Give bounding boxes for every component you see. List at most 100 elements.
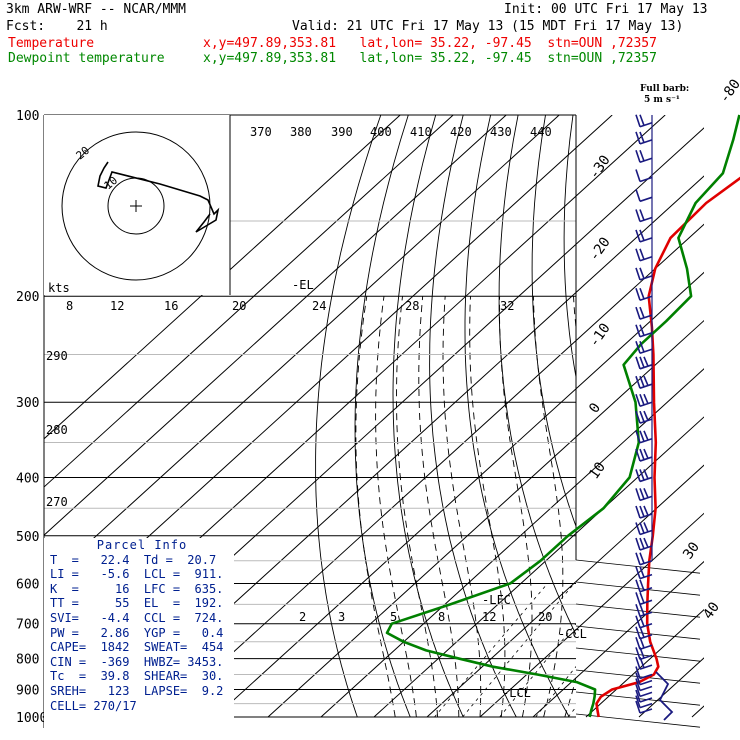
isotherm-label: -80 [716,76,740,106]
parcel-info-row: SREH= 123 LAPSE= 9.2 [50,683,224,698]
wind-barb-flag [635,341,641,354]
wind-barb-flag [639,340,645,353]
wind-barb-flag [639,131,645,143]
wind-barb-flag [635,169,641,182]
pressure-label: 1000 [16,711,47,726]
background-grid [43,114,740,728]
wind-barb-flag [635,552,641,565]
hodograph-speed-tick: 28 [405,299,419,313]
wind-barb [635,324,653,338]
parcel-info-row: CELL= 270/17 [50,698,137,713]
wind-barb-staff [639,702,653,709]
wind-barb-staff [639,708,653,714]
moist-adiabat [532,296,564,718]
isotherm [44,115,454,488]
moist-adiabat [607,296,688,717]
dry-adiabat [683,115,740,717]
wind-barb-staff [639,456,653,462]
wind-barb-flag [635,448,641,462]
wind-barb-flag [635,700,641,714]
isotherm-label: 40 [700,599,723,622]
isotherm [320,368,704,718]
wind-barb-staff [639,275,653,281]
wind-barb-flag [639,287,645,300]
wind-barb-flag [639,114,645,126]
parcel-info-title: Parcel Info [96,538,188,552]
pressure-label: 300 [16,396,39,411]
full-barb-label: Full barb: [640,84,690,94]
moist-adiabat [564,296,576,718]
wind-barb [635,393,653,407]
dry-adiabat [354,115,411,718]
parcel-info-row: CAPE= 1842 SWEAT= 454 [50,640,224,655]
wind-barb-flag [639,615,645,627]
isotherm [691,705,704,718]
isotherm-label: -10 [586,320,614,350]
parcel-info-row: LI = -5.6 LCL = 911. [50,567,224,582]
wind-barb [635,169,653,183]
wind-barb-staff [639,599,653,606]
wind-barb-flag [639,522,645,534]
dry-adiabat [595,115,740,717]
wind-barb-flag [639,306,645,319]
wind-barb [635,700,653,714]
wind-barb-flag [639,592,645,604]
wind-barb-flag [635,522,641,535]
wind-barb [635,209,653,223]
theta-label: 430 [490,125,512,139]
wind-barb-staff [639,418,653,424]
wind-barb-staff [639,679,653,686]
dewpoint-location: x,y=497.89,353.81 lat,lon= 35.22, -97.45… [203,51,657,66]
wind-barb-flag [635,189,641,202]
isotherm [532,560,704,718]
wind-barb [635,375,653,389]
dry-adiabat [710,115,740,717]
pressure-label: 800 [16,653,39,668]
wind-barb-staff [639,216,653,223]
parcel-info-row: SVI= -4.4 CCL = 724. [50,610,224,625]
wind-barb-flag [635,287,641,301]
wind-barb [635,248,653,262]
wind-barb-staff [639,697,653,703]
theta-label: 420 [450,125,472,139]
isotherm [585,609,704,718]
wind-barb-flag [643,375,649,386]
mixing-ratio-label: 2 [299,610,306,624]
wind-barb-flag [639,324,645,336]
wind-barb-staff [639,622,653,629]
hodograph-speed-tick: 12 [110,299,124,313]
isotherm [44,115,507,536]
wind-barb-flag [635,469,641,482]
wind-barb [635,522,653,536]
wind-barb [635,410,653,424]
wind-barb-flag [639,430,645,442]
theta-label: 390 [331,125,353,139]
wind-barb-flag [643,448,649,459]
extension-line [575,581,701,596]
wind-barb-flag [635,114,641,127]
theta-label: 410 [410,125,432,139]
wind-barb-staff [639,196,653,203]
wind-barb [635,505,653,519]
wind-barb [635,647,653,661]
wind-barb [635,566,653,580]
wind-barb [635,666,653,680]
parcel-info-panel: Parcel Info T = 22.4 Td = 20.7 LI = -5.6 … [44,538,234,728]
extension-line [575,713,701,728]
theta-label: 400 [370,125,392,139]
isotherm-label: -20 [586,234,614,264]
wind-barb-flag [635,229,641,243]
wind-barb-staff [639,476,653,483]
wind-barb-staff [639,314,653,320]
wind-barb-staff [639,545,653,551]
wind-barb-flag [643,522,649,533]
parcel-info-row: T = 22.4 Td = 20.7 [50,552,217,567]
isotherm [214,271,704,718]
wind-barb-flag [639,604,645,616]
wind-barb-flag [639,375,645,388]
wind-barb-flag [635,248,641,262]
wind-barb [635,537,653,551]
wind-barb [635,287,653,301]
wind-barb-flag [635,666,641,679]
